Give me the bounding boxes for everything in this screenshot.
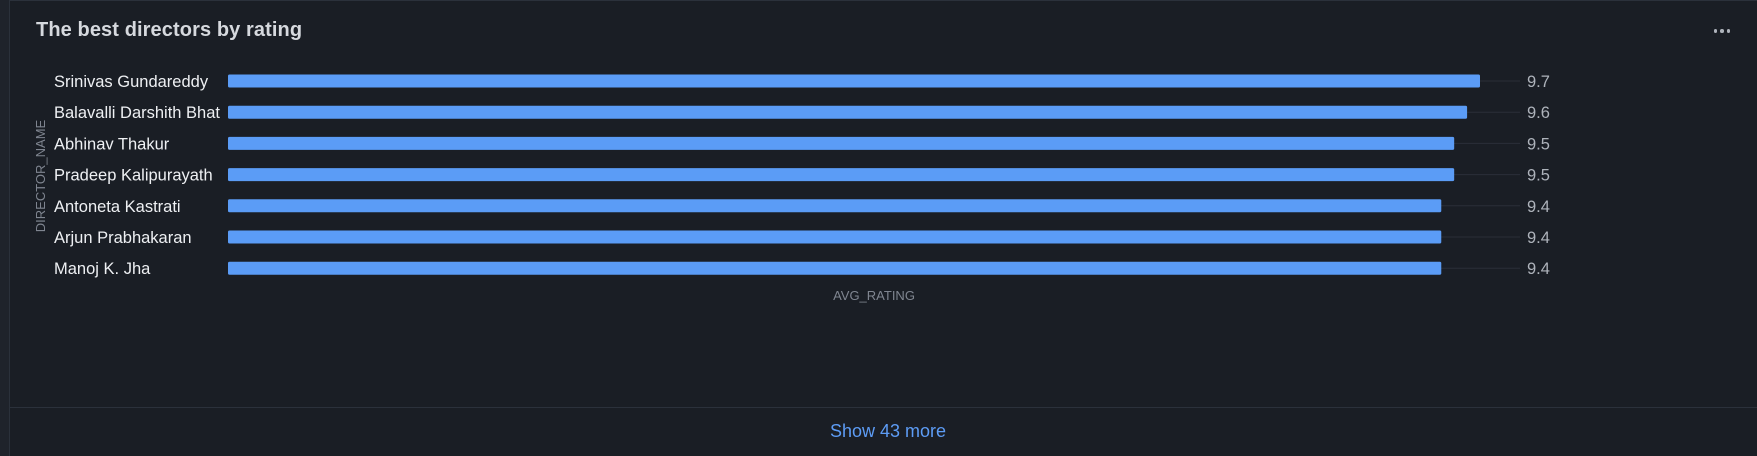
category-label: Abhinav Thakur xyxy=(54,135,170,153)
value-label: 9.6 xyxy=(1527,104,1550,122)
bar xyxy=(228,105,1468,119)
category-label: Srinivas Gundareddy xyxy=(54,73,209,91)
card-footer: Show 43 more xyxy=(10,407,1757,456)
card-title: The best directors by rating xyxy=(36,19,303,41)
category-label: Arjun Prabhakaran xyxy=(54,229,192,247)
bar-chart: Srinivas Gundareddy 9.7 Balavalli Darshith… xyxy=(33,73,1550,303)
show-more-link[interactable]: Show 43 more xyxy=(829,421,947,441)
category-label: Pradeep Kalipurayath xyxy=(54,167,213,185)
bar xyxy=(228,199,1442,213)
category-label: Antoneta Kastrati xyxy=(54,198,181,216)
value-label: 9.4 xyxy=(1527,260,1550,278)
category-label: Balavalli Darshith Bhat xyxy=(54,104,220,122)
more-horizontal-icon[interactable] xyxy=(1710,21,1734,41)
category-label: Manoj K. Jha xyxy=(54,260,151,278)
bar xyxy=(228,168,1455,182)
bar xyxy=(228,74,1480,88)
chart-card: The best directors by rating Srinivas Gu… xyxy=(9,0,1757,456)
menu-dot xyxy=(1713,29,1718,33)
value-label: 9.7 xyxy=(1527,73,1550,91)
bar xyxy=(228,261,1442,275)
value-label: 9.5 xyxy=(1527,135,1550,153)
menu-dot xyxy=(1720,29,1724,33)
bar xyxy=(228,136,1455,150)
value-label: 9.4 xyxy=(1527,229,1550,247)
y-axis-title: DIRECTOR_NAME xyxy=(33,119,48,232)
value-label: 9.4 xyxy=(1527,198,1550,216)
value-label: 9.5 xyxy=(1527,167,1550,185)
x-axis-title: AVG_RATING xyxy=(833,288,915,303)
menu-dot xyxy=(1726,29,1731,33)
bar xyxy=(228,230,1442,244)
